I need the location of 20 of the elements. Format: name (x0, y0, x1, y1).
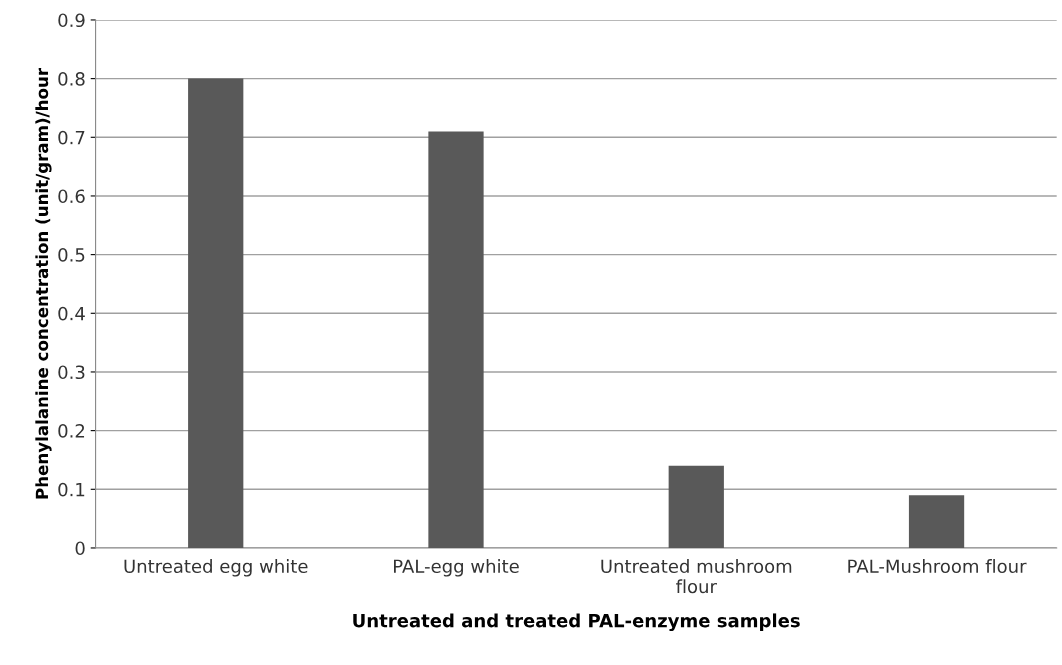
y-tick-label: 0.1 (58, 482, 85, 497)
bar (668, 465, 724, 548)
y-tick-label: 0 (75, 541, 85, 556)
y-tick-label: 0.5 (58, 248, 85, 262)
bar (188, 78, 244, 548)
bar (908, 495, 965, 548)
y-tick-label: 0.2 (58, 424, 85, 438)
bar (428, 131, 484, 548)
y-tick-label: 0.9 (58, 13, 85, 28)
x-axis-title: Untreated and treated PAL-enzyme samples (353, 613, 800, 632)
x-tick-label: PAL-Mushroom flour (848, 559, 1027, 574)
y-tick-label: 0.3 (58, 365, 85, 380)
y-axis-title: Phenylalanine concentration (unit/gram)/hour (35, 67, 52, 499)
x-tick-label: Untreated egg white (124, 559, 308, 577)
y-tick-label: 0.8 (58, 72, 85, 86)
y-tick-label: 0.4 (58, 306, 85, 321)
x-tick-label: PAL-egg white (394, 559, 519, 577)
y-tick-label: 0.7 (58, 130, 85, 145)
y-tick-label: 0.6 (58, 189, 85, 204)
x-tick-label: Untreated mushroom flour (601, 559, 792, 594)
